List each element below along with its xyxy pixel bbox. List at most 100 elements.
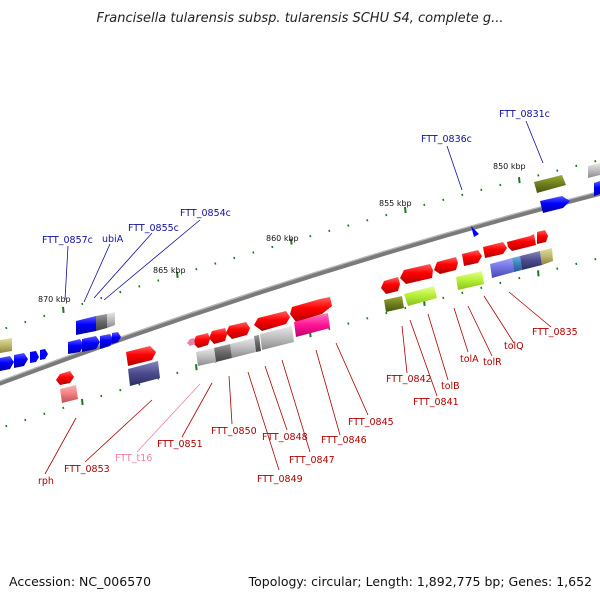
gene-feature[interactable] bbox=[82, 336, 100, 352]
gene-label-ftt0835[interactable]: FTT_0835 bbox=[532, 327, 578, 338]
gene-label-tolr[interactable]: tolR bbox=[483, 357, 502, 368]
gene-label-ftt0855c[interactable]: FTT_0855c bbox=[128, 223, 179, 234]
ruler-tick bbox=[328, 229, 331, 233]
ruler-tick bbox=[499, 183, 502, 187]
ruler-tick bbox=[43, 412, 46, 416]
gene-label-ftt0831c[interactable]: FTT_0831c bbox=[499, 109, 550, 120]
gene-feature[interactable] bbox=[68, 339, 84, 354]
ruler-tick bbox=[290, 238, 293, 245]
gene-feature[interactable] bbox=[96, 314, 107, 331]
leader-line-trna bbox=[136, 383, 201, 453]
gene-feature[interactable] bbox=[0, 338, 12, 353]
gene-feature[interactable] bbox=[196, 348, 216, 366]
gene-feature[interactable] bbox=[214, 344, 232, 362]
gene-label-tola[interactable]: tolA bbox=[460, 354, 479, 365]
gene-feature[interactable] bbox=[187, 338, 195, 346]
kbp-label-855: 855 kbp bbox=[379, 199, 412, 208]
gene-feature[interactable] bbox=[56, 371, 74, 385]
ruler-tick bbox=[442, 198, 445, 202]
ruler-tick bbox=[518, 276, 521, 280]
gene-feature[interactable] bbox=[254, 335, 261, 352]
gene-feature[interactable] bbox=[260, 326, 294, 350]
gene-label-ftt0849[interactable]: FTT_0849 bbox=[257, 474, 303, 485]
gene-feature[interactable] bbox=[512, 256, 522, 272]
gene-feature[interactable] bbox=[107, 312, 115, 328]
gene-feature[interactable] bbox=[100, 334, 114, 349]
ruler-tick bbox=[518, 177, 521, 184]
ruler-tick bbox=[556, 169, 559, 172]
gene-feature[interactable] bbox=[381, 277, 400, 294]
gene-feature[interactable] bbox=[483, 242, 507, 258]
ruler-tick bbox=[119, 388, 122, 392]
gene-feature[interactable] bbox=[128, 361, 160, 386]
gene-label-ftt0841[interactable]: FTT_0841 bbox=[413, 397, 459, 408]
gene-label-ubia[interactable]: ubiA bbox=[102, 234, 124, 245]
gene-feature[interactable] bbox=[209, 328, 227, 344]
gene-feature[interactable] bbox=[434, 257, 458, 274]
gene-feature[interactable] bbox=[456, 271, 484, 290]
gene-label-ftt0854c[interactable]: FTT_0854c bbox=[180, 208, 231, 219]
gene-label-ftt0851[interactable]: FTT_0851 bbox=[157, 439, 203, 450]
gene-feature[interactable] bbox=[226, 322, 250, 339]
ruler-tick bbox=[138, 383, 141, 386]
kbp-label-865: 865 kbp bbox=[153, 266, 186, 275]
gene-label-ftt0836c[interactable]: FTT_0836c bbox=[421, 134, 472, 145]
gene-feature[interactable] bbox=[404, 286, 437, 306]
gene-feature[interactable] bbox=[254, 311, 290, 331]
gene-label-tolq[interactable]: tolQ bbox=[504, 341, 524, 352]
ruler-tick bbox=[62, 406, 65, 410]
ruler-dots bbox=[5, 159, 597, 428]
ruler-tick bbox=[461, 193, 464, 197]
gene-label-ftt0848[interactable]: FTT_0848 bbox=[262, 432, 308, 443]
gene-label-ftt0847[interactable]: FTT_0847 bbox=[289, 455, 335, 466]
gene-feature[interactable] bbox=[230, 338, 256, 358]
ruler-tick bbox=[347, 224, 350, 227]
gene-feature[interactable] bbox=[507, 234, 536, 251]
gene-label-ftt0846[interactable]: FTT_0846 bbox=[321, 435, 367, 446]
ruler-tick bbox=[24, 320, 27, 324]
gene-label-ftt0845[interactable]: FTT_0845 bbox=[348, 417, 394, 428]
gene-feature[interactable] bbox=[0, 356, 14, 371]
gene-feature[interactable] bbox=[294, 313, 330, 337]
gene-feature[interactable] bbox=[520, 251, 542, 270]
gene-feature[interactable] bbox=[40, 349, 48, 360]
gene-label-rph[interactable]: rph bbox=[38, 476, 54, 487]
gene-feature[interactable] bbox=[30, 351, 39, 363]
gene-feature[interactable] bbox=[490, 258, 514, 278]
kbp-labels: 850 kbp 855 kbp 860 kbp 865 kbp 870 kbp bbox=[38, 162, 526, 304]
gene-feature[interactable] bbox=[14, 353, 28, 368]
gene-label-ftt0857c[interactable]: FTT_0857c bbox=[42, 235, 93, 246]
gene-feature[interactable] bbox=[112, 332, 121, 344]
gene-label-ftt0853[interactable]: FTT_0853 bbox=[64, 464, 110, 475]
ruler-tick bbox=[461, 291, 464, 295]
gene-feature[interactable] bbox=[537, 230, 548, 244]
gene-label-ftt0850[interactable]: FTT_0850 bbox=[211, 426, 257, 437]
ruler-tick bbox=[366, 219, 369, 222]
gene-label-ftt-t16[interactable]: FTT_t16 bbox=[115, 453, 152, 464]
ruler-tick bbox=[480, 188, 483, 192]
gene-label-tolb[interactable]: tolB bbox=[441, 381, 460, 392]
gene-feature[interactable] bbox=[540, 196, 570, 213]
gene-feature[interactable] bbox=[290, 297, 332, 322]
gene-feature[interactable] bbox=[594, 181, 600, 196]
gene-feature[interactable] bbox=[534, 175, 566, 193]
ruler-tick bbox=[100, 296, 103, 300]
gene-feature[interactable] bbox=[400, 264, 433, 284]
ruler-tick bbox=[214, 262, 217, 265]
gene-feature[interactable] bbox=[462, 250, 482, 266]
gene-label-ftt0842[interactable]: FTT_0842 bbox=[386, 374, 432, 385]
gene-feature[interactable] bbox=[193, 333, 210, 348]
gene-feature[interactable] bbox=[588, 163, 600, 178]
ruler-tick bbox=[81, 398, 84, 406]
gene-feature[interactable] bbox=[384, 296, 404, 312]
gene-feature[interactable] bbox=[540, 248, 553, 265]
gene-feature[interactable] bbox=[126, 346, 156, 366]
gene-feature[interactable] bbox=[76, 316, 96, 335]
ruler-tick bbox=[309, 234, 312, 238]
leader-lines-top bbox=[64, 120, 544, 303]
gene-feature[interactable] bbox=[471, 226, 479, 237]
ruler-tick bbox=[233, 256, 236, 260]
ruler-tick bbox=[575, 262, 578, 266]
gene-feature[interactable] bbox=[60, 385, 78, 403]
